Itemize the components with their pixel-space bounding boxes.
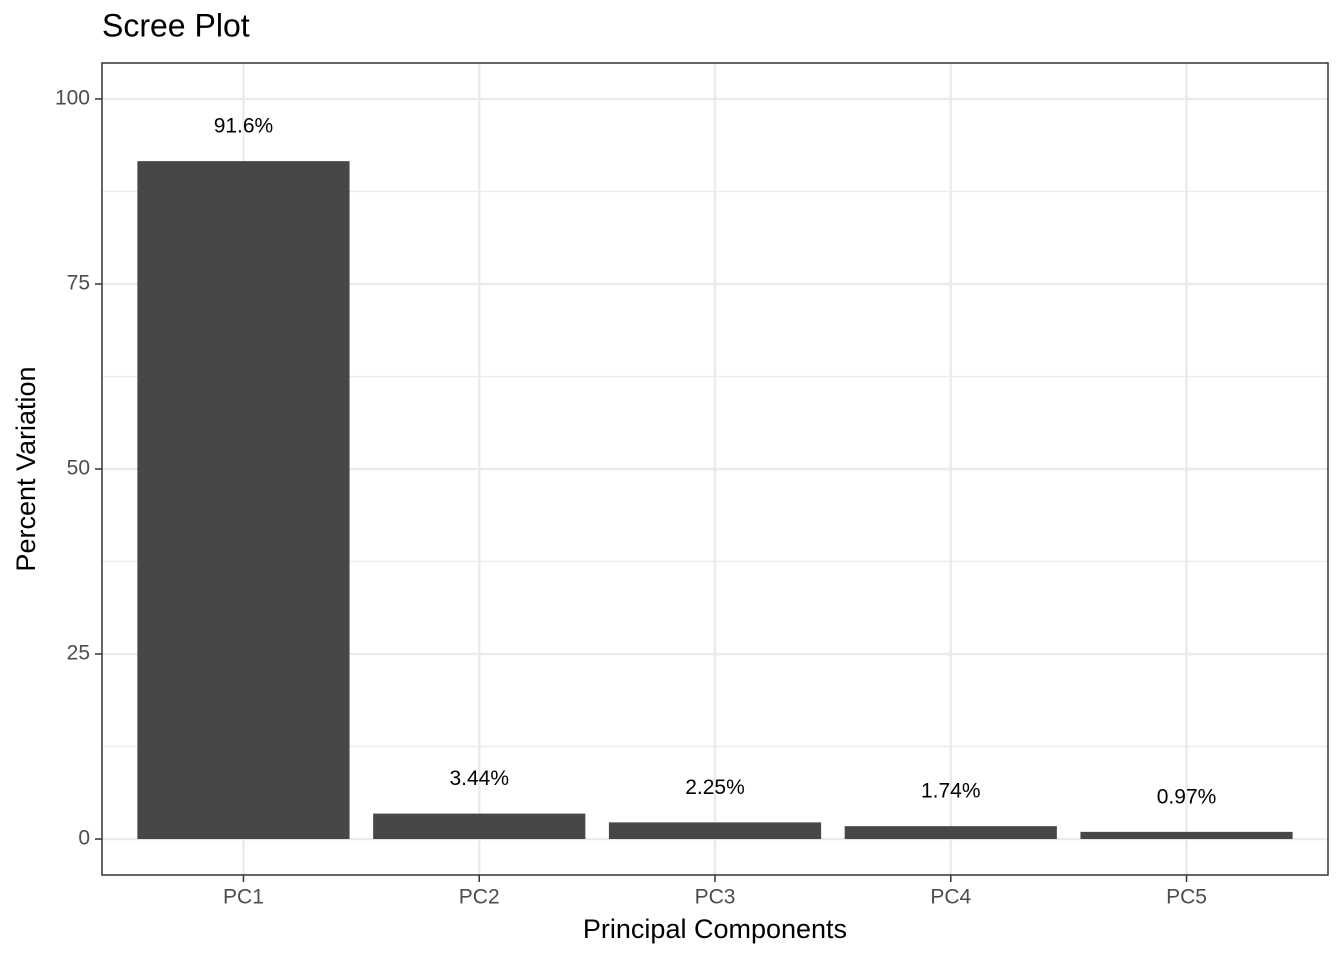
value-label: 91.6% — [214, 115, 274, 138]
x-tick-label: PC1 — [223, 886, 264, 909]
panel-border — [101, 62, 1329, 876]
y-tick-label: 75 — [67, 272, 90, 295]
y-tick-label: 25 — [67, 642, 90, 665]
chart-title: Scree Plot — [102, 7, 250, 43]
bar — [844, 826, 1057, 840]
x-tick-label: PC4 — [930, 886, 971, 909]
value-label: 3.44% — [449, 767, 509, 790]
y-axis-label: Percent Variation — [11, 366, 41, 571]
y-tick-label: 0 — [78, 827, 90, 850]
y-tick-label: 50 — [67, 457, 90, 480]
x-tick-label: PC5 — [1166, 886, 1207, 909]
bar — [1080, 831, 1293, 840]
x-axis-label: Principal Components — [583, 914, 847, 944]
x-tick-label: PC2 — [459, 886, 500, 909]
value-label: 1.74% — [921, 780, 981, 803]
y-tick-label: 100 — [55, 87, 90, 110]
value-label: 0.97% — [1157, 785, 1217, 808]
bar — [137, 161, 350, 840]
value-label: 2.25% — [685, 776, 745, 799]
bar — [373, 813, 586, 840]
bar — [608, 822, 822, 840]
x-tick-label: PC3 — [695, 886, 736, 909]
